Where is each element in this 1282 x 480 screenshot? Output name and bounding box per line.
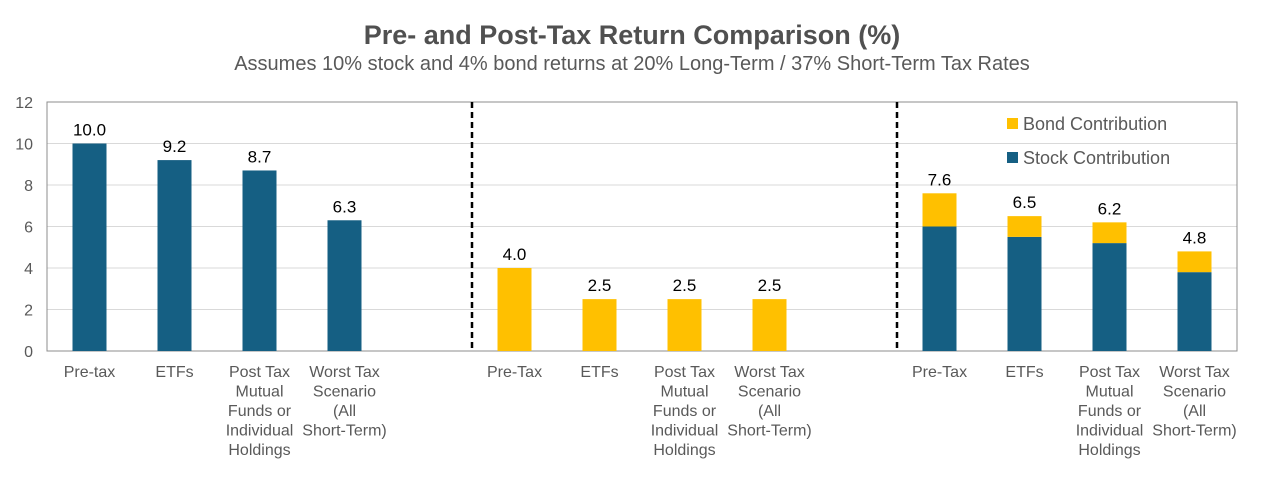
gridlines xyxy=(46,101,1238,352)
y-tick-label: 4 xyxy=(24,261,33,278)
bar-bond-contribution xyxy=(752,299,787,351)
data-label: 6.3 xyxy=(333,197,357,216)
category-label: Pre-Tax xyxy=(487,364,542,381)
bar-stock-contribution xyxy=(1007,236,1042,351)
data-label: 10.0 xyxy=(73,121,106,140)
chart-title: Pre- and Post-Tax Return Comparison (%) xyxy=(363,20,901,50)
bar-stock-contribution xyxy=(1092,243,1127,351)
y-tick-label: 8 xyxy=(24,178,33,195)
panel-dividers xyxy=(470,102,899,351)
y-tick-label: 0 xyxy=(24,344,33,361)
bar-bond-contribution xyxy=(922,193,957,227)
category-label: Worst Tax Scenario (All Short-Term) xyxy=(1152,364,1236,440)
bar-stock-contribution xyxy=(922,226,957,351)
data-labels: 10.0 9.2 8.7 6.3 4.0 2.5 2.5 2.5 7.6 6.5 6.2 4.8 xyxy=(73,121,1206,296)
legend-swatch-stock xyxy=(1007,152,1018,163)
category-label: Worst Tax Scenario (All Short-Term) xyxy=(302,364,386,440)
y-axis: 0 2 4 6 8 10 12 xyxy=(15,95,33,361)
bars xyxy=(72,143,1212,351)
bar-stock-contribution xyxy=(1177,272,1212,351)
bar-bond-contribution xyxy=(1007,216,1042,237)
y-tick-label: 12 xyxy=(15,95,33,112)
y-tick-label: 2 xyxy=(24,303,33,320)
bar-bond-contribution xyxy=(497,268,532,351)
data-label: 6.5 xyxy=(1013,193,1037,212)
category-label: Post Tax Mutual Funds or Individual Holdings xyxy=(651,364,719,459)
data-label: 4.0 xyxy=(503,245,527,264)
y-tick-label: 10 xyxy=(15,137,33,154)
bar-stock-contribution xyxy=(327,220,362,351)
data-label: 6.2 xyxy=(1098,199,1122,218)
bar-bond-contribution xyxy=(582,299,617,351)
data-label: 2.5 xyxy=(588,276,612,295)
bar-stock-contribution xyxy=(72,143,107,351)
legend: Bond Contribution Stock Contribution xyxy=(1007,114,1170,168)
category-label: ETFs xyxy=(580,364,618,381)
category-label: Worst Tax Scenario (All Short-Term) xyxy=(727,364,811,440)
plot-border xyxy=(46,101,1238,352)
bar-bond-contribution xyxy=(1092,222,1127,244)
category-labels: Pre-tax ETFs Post Tax Mutual Funds or Individ… xyxy=(64,364,1237,459)
legend-label: Stock Contribution xyxy=(1023,148,1170,168)
chart-subtitle: Assumes 10% stock and 4% bond returns at… xyxy=(234,53,1030,75)
y-tick-label: 6 xyxy=(24,220,33,237)
data-label: 2.5 xyxy=(673,276,697,295)
category-label: Post Tax Mutual Funds or Individual Holdings xyxy=(226,364,294,459)
category-label: ETFs xyxy=(155,364,193,381)
legend-label: Bond Contribution xyxy=(1023,114,1167,134)
category-label: Pre-tax xyxy=(64,364,116,381)
data-label: 2.5 xyxy=(758,276,782,295)
bar-bond-contribution xyxy=(1177,251,1212,273)
data-label: 7.6 xyxy=(928,170,952,189)
legend-swatch-bond xyxy=(1007,118,1018,129)
data-label: 9.2 xyxy=(163,137,187,156)
bar-stock-contribution xyxy=(242,170,277,351)
data-label: 4.8 xyxy=(1183,228,1207,247)
category-label: Post Tax Mutual Funds or Individual Holdings xyxy=(1076,364,1144,459)
category-label: Pre-Tax xyxy=(912,364,967,381)
category-label: ETFs xyxy=(1005,364,1043,381)
bar-bond-contribution xyxy=(667,299,702,351)
bar-stock-contribution xyxy=(157,160,192,351)
data-label: 8.7 xyxy=(248,147,272,166)
